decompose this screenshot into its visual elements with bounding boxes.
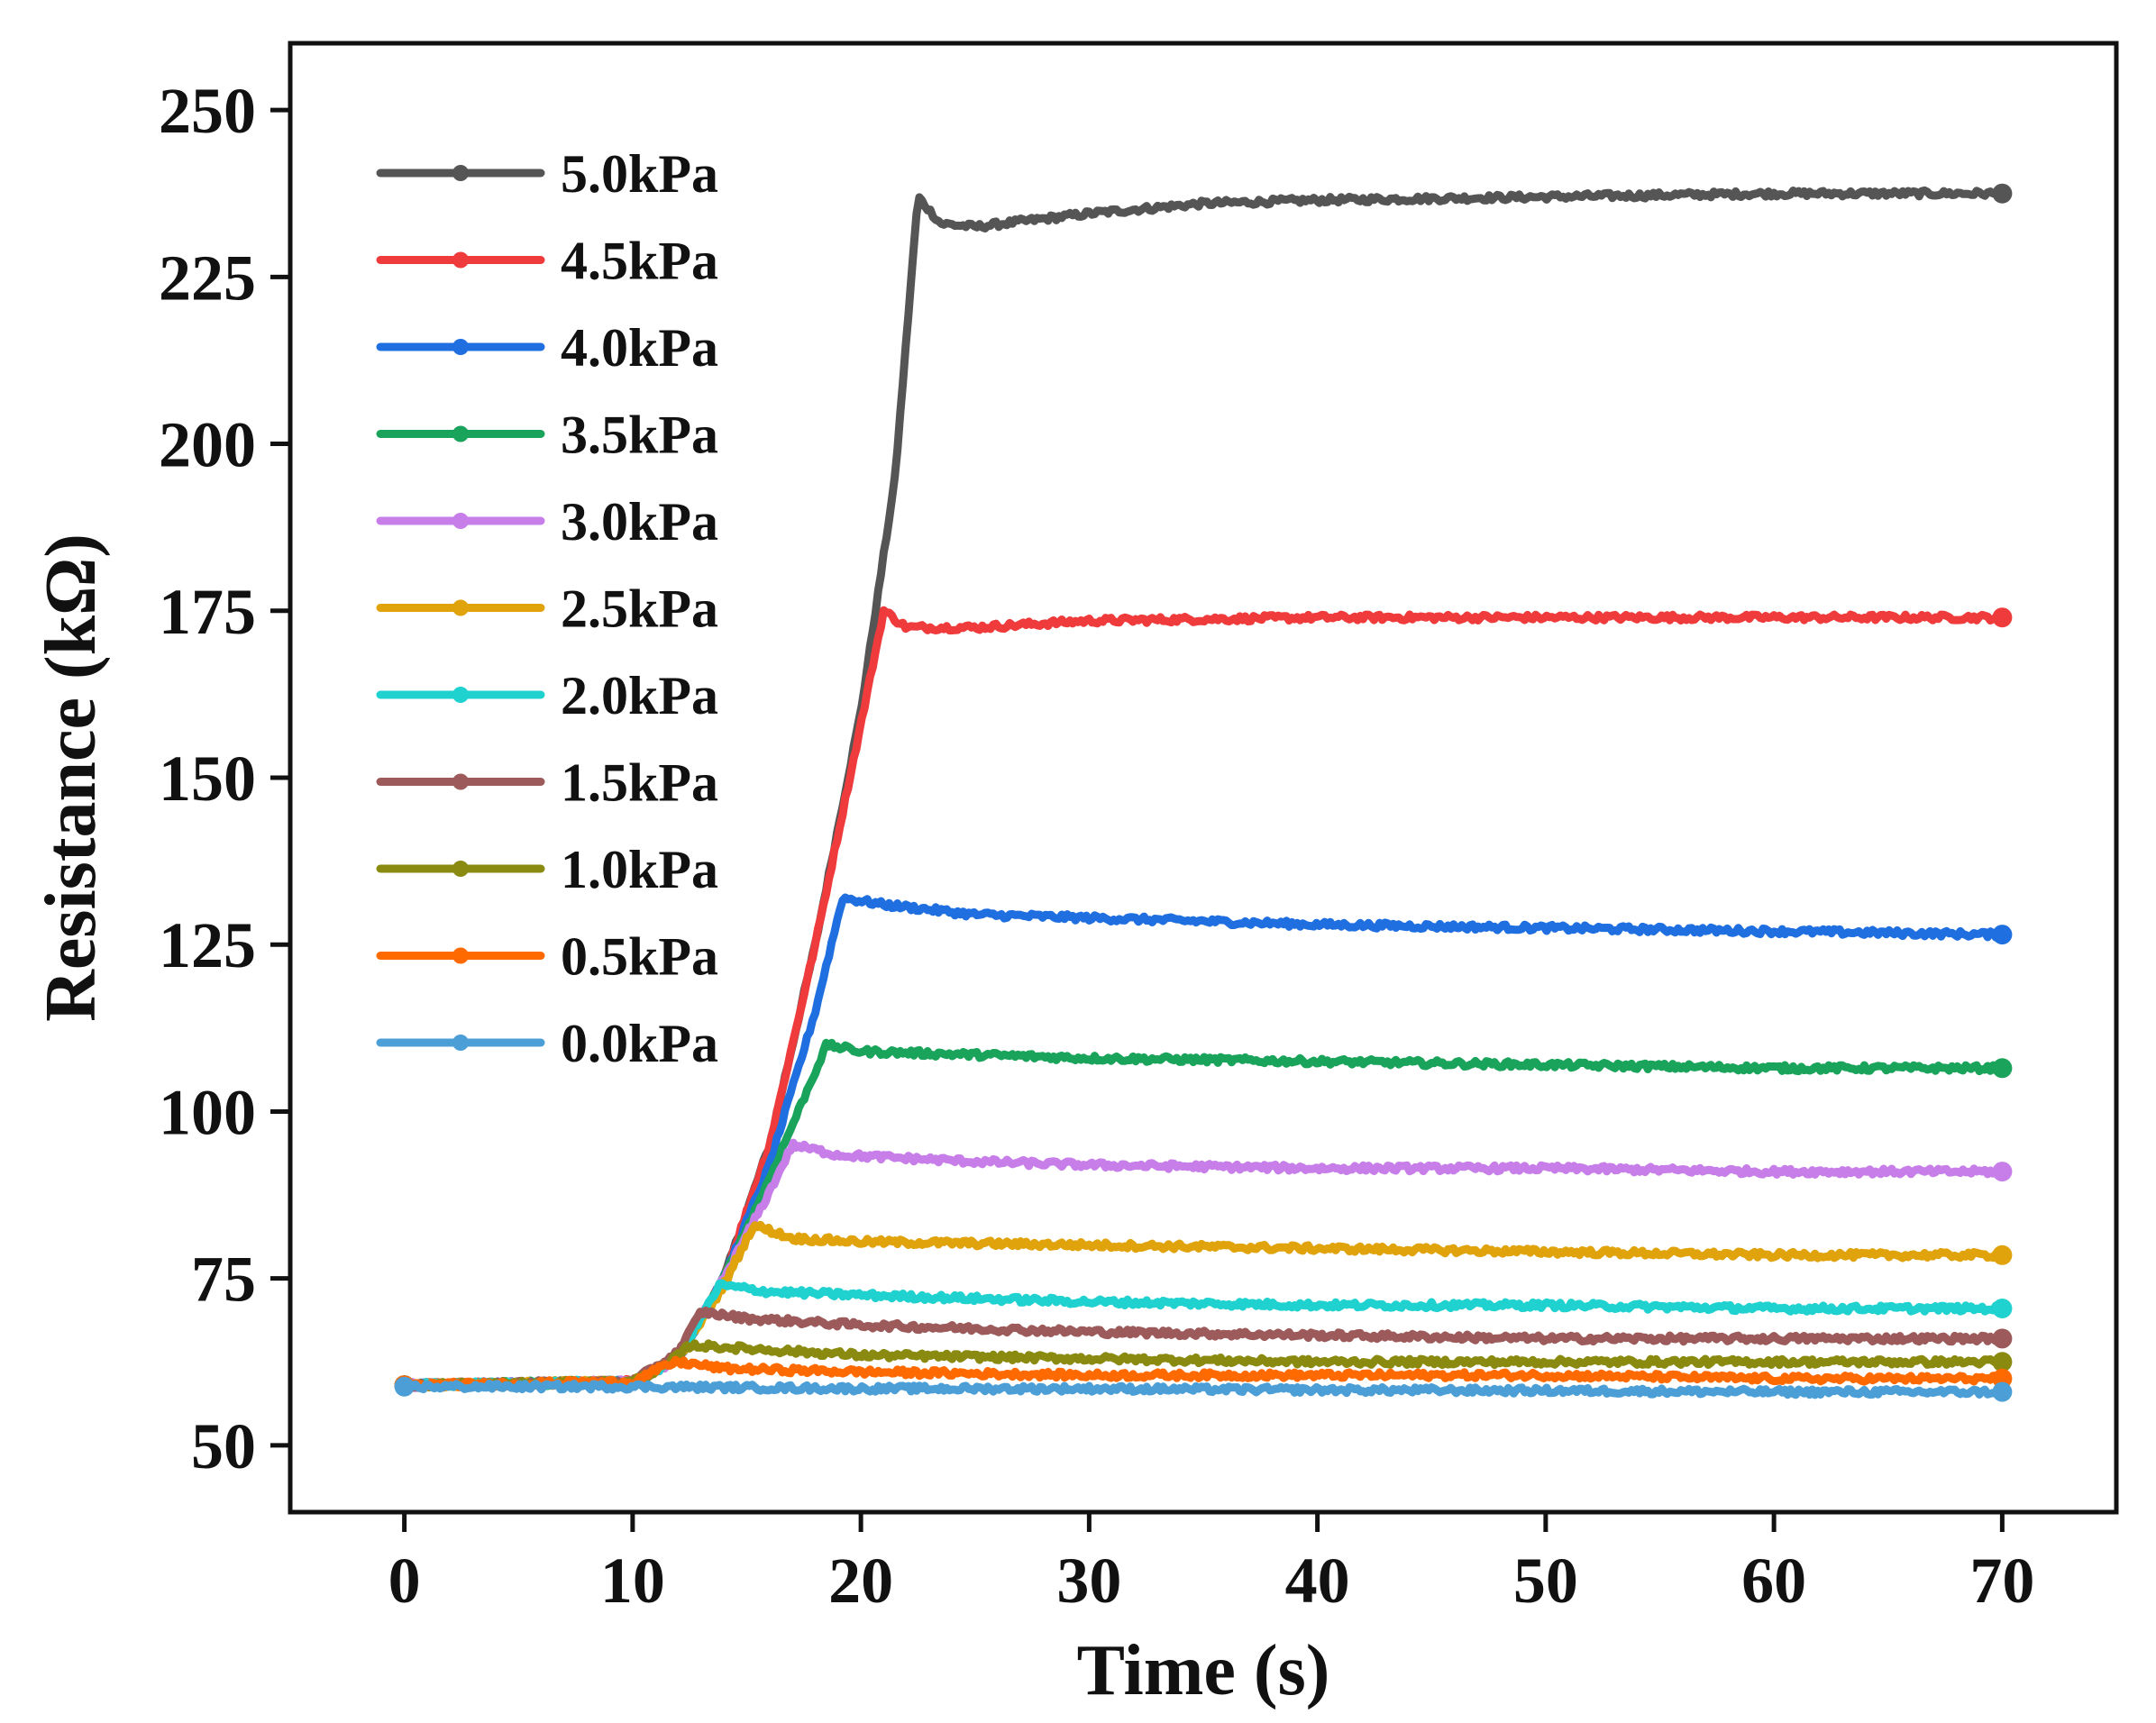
series-marker-5-0kPa-end xyxy=(1992,183,2013,204)
series-marker-4-0kPa-end xyxy=(1992,925,2013,945)
legend-marker xyxy=(452,861,469,877)
legend-label: 0.0kPa xyxy=(561,1014,718,1073)
legend-label: 1.5kPa xyxy=(561,753,718,813)
y-tick-label: 75 xyxy=(191,1244,256,1316)
legend-label: 0.5kPa xyxy=(561,927,718,987)
y-tick-label: 100 xyxy=(159,1076,256,1148)
series-marker-2-5kPa-end xyxy=(1992,1244,2013,1265)
legend-marker xyxy=(452,513,469,529)
series-line-0-0kPa xyxy=(400,1379,2005,1399)
legend-marker xyxy=(452,251,469,269)
legend-label: 4.0kPa xyxy=(561,318,718,378)
axes-layer: 0 10 20 30 40 50 60 70 50 75 100 125 150 175 200 225 250 xyxy=(159,41,2119,1617)
x-tick-label: 10 xyxy=(600,1545,665,1617)
legend-label: 3.5kPa xyxy=(561,406,718,465)
legend-marker xyxy=(452,599,469,616)
x-tick-label: 0 xyxy=(388,1545,421,1617)
legend-marker xyxy=(452,687,469,703)
y-tick-label: 225 xyxy=(159,242,256,314)
y-tick-label: 200 xyxy=(159,409,256,481)
y-tick-label: 125 xyxy=(159,909,256,981)
x-tick-label: 50 xyxy=(1513,1545,1578,1617)
legend-label: 1.0kPa xyxy=(561,840,718,899)
legend-marker xyxy=(452,947,469,964)
series-line-3-0kPa xyxy=(400,1138,2005,1392)
legend-marker xyxy=(452,165,469,181)
legend-marker xyxy=(452,425,469,442)
x-tick-label: 70 xyxy=(1969,1545,2034,1617)
legend-marker xyxy=(452,1035,469,1051)
y-tick-label: 175 xyxy=(159,576,256,648)
series-marker-3-0kPa-end xyxy=(1992,1162,2013,1182)
y-tick-label: 250 xyxy=(159,75,256,147)
legend-label: 2.0kPa xyxy=(561,666,718,725)
legend-label: 4.5kPa xyxy=(561,232,718,291)
series-layer xyxy=(394,183,2013,1402)
legend-marker xyxy=(452,773,469,790)
x-tick-label: 20 xyxy=(828,1545,893,1617)
y-tick-label: 150 xyxy=(159,743,256,815)
x-tick-label: 60 xyxy=(1741,1545,1806,1617)
x-tick-label: 30 xyxy=(1056,1545,1121,1617)
series-marker-0-0kPa-end xyxy=(1992,1381,2013,1402)
legend-marker xyxy=(452,339,469,355)
series-line-4-5kPa xyxy=(400,606,2005,1392)
legend-label: 5.0kPa xyxy=(561,144,718,204)
series-marker-2-0kPa-end xyxy=(1992,1299,2013,1318)
legend-label: 2.5kPa xyxy=(561,579,718,639)
x-axis-title: Time (s) xyxy=(1077,1631,1330,1710)
series-marker-0-0kPa-start xyxy=(394,1376,415,1397)
series-line-0-5kPa xyxy=(400,1355,2005,1392)
series-marker-3-5kPa-end xyxy=(1992,1058,2013,1079)
series-marker-4-5kPa-end xyxy=(1992,607,2013,628)
legend: 5.0kPa 4.5kPa 4.0kPa 3.5kPa 3.0kPa 2.5kPa 2.0k… xyxy=(376,144,718,1073)
series-marker-1-0kPa-end xyxy=(1992,1352,2013,1372)
y-axis-title: Resistance (kΩ) xyxy=(32,533,111,1022)
legend-label: 3.0kPa xyxy=(561,492,718,552)
series-marker-1-5kPa-end xyxy=(1992,1328,2013,1349)
y-tick-label: 50 xyxy=(191,1410,256,1482)
x-tick-label: 40 xyxy=(1285,1545,1350,1617)
